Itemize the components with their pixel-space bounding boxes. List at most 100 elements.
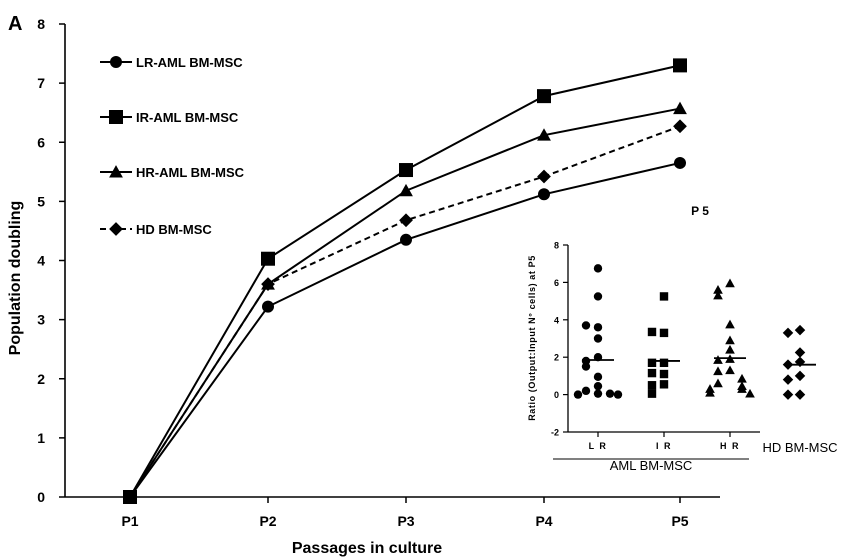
legend-label: LR-AML BM-MSC [136,55,243,70]
inset-x-tick-label: L R [589,441,608,451]
inset-y-tick-label: 6 [554,278,559,288]
main-y-tick-label: 2 [37,371,45,387]
inset-y-axis-label: Ratio (Output:Input N° cells) at P5 [527,255,537,421]
series-4-point [261,277,275,292]
inset-point-1 [593,323,603,332]
main-tick-labels: 0 1 2 3 4 5 6 7 8 P1 P2 P3 P4 P5 [37,16,689,529]
main-y-axis-label: Population doubling [7,201,24,356]
inset-point-3 [713,378,723,388]
inset-point-1 [593,389,603,398]
inset-point-3 [705,387,715,397]
inset-point-2 [647,381,657,390]
legend-marker [109,222,123,236]
inset-point-3 [737,384,747,393]
inset-point-1 [593,381,603,391]
main-x-tick-label: P3 [397,513,414,529]
main-x-tick-label: P4 [535,513,552,529]
inset-point-3 [713,290,723,300]
inset-point-1 [605,389,615,398]
series-2-point [537,89,551,104]
series-3-point [399,183,413,197]
main-x-tick-label: P2 [259,513,276,529]
inset-point-3 [713,285,723,294]
series-4-point [123,490,137,504]
inset-x-tick-label: I R [656,441,672,451]
legend-label: HR-AML BM-MSC [136,165,245,180]
series-3-point [537,128,551,141]
inset-point-4 [782,327,794,339]
series-1-point [674,156,686,169]
main-y-tick-label: 4 [37,253,45,269]
series-4-point [537,169,551,184]
inset-y-tick-label: 4 [554,315,559,325]
inset-y-tick-label: 8 [554,241,559,251]
main-chart: 0 1 2 3 4 5 6 7 8 P1 P2 P3 P4 P5 LR-AML BM-MSC IR-AML … [7,16,720,557]
inset-point-4 [794,370,806,382]
inset-point-1 [573,390,583,399]
main-x-tick-label: P1 [121,513,138,529]
main-series [123,58,687,504]
inset-point-3 [713,355,723,364]
series-2-point [673,58,687,73]
inset-point-3 [713,366,723,376]
inset-point-2 [659,292,669,301]
inset-y-tick-label: -2 [551,428,559,438]
inset-point-4 [782,389,794,400]
main-y-tick-label: 5 [37,193,45,209]
main-y-tick-label: 0 [37,489,45,505]
inset-point-3 [745,388,755,398]
series-4-point [673,119,687,134]
inset-point-1 [581,321,591,330]
main-y-tick-label: 3 [37,312,45,328]
inset-point-1 [593,264,603,273]
inset-point-1 [593,292,603,301]
inset-y-tick-label: 0 [554,390,559,400]
inset-point-4 [794,347,806,358]
inset-point-2 [659,369,669,379]
inset-chart: P 5 Ratio (Output:Input N° cells) at P5 … [527,204,838,473]
inset-group-label: AML BM-MSC [610,458,693,473]
main-y-tick-label: 8 [37,16,45,32]
legend-marker [109,110,123,124]
legend-label: HD BM-MSC [136,222,212,237]
legend-marker [110,56,122,68]
main-axes [59,23,720,503]
inset-point-3 [725,319,735,329]
inset-point-3 [725,335,735,345]
inset-points [573,264,816,400]
inset-point-2 [659,380,669,389]
inset-point-2 [647,327,657,337]
inset-point-3 [725,344,735,354]
inset-point-1 [593,372,603,382]
inset-point-4 [794,324,806,336]
inset-point-4 [782,374,794,385]
inset-point-2 [647,389,657,398]
main-x-axis-label: Passages in culture [292,540,442,557]
inset-point-1 [581,362,591,371]
inset-point-4 [794,389,806,400]
legend-label: IR-AML BM-MSC [136,110,239,125]
inset-y-tick-label: 2 [554,353,559,363]
series-2-point [261,251,275,266]
inset-axes [553,244,760,460]
legend-marker [109,165,123,178]
series-3-point [673,101,687,115]
inset-x-tick-label: H R [720,441,740,451]
inset-point-1 [593,334,603,343]
inset-point-2 [659,328,669,338]
main-legend: LR-AML BM-MSC IR-AML BM-MSC HR-AML BM-MSC H… [100,55,245,237]
panel-label: A [8,13,22,35]
inset-x-tick-label: HD BM-MSC [762,440,837,455]
inset-point-2 [647,358,657,368]
main-y-tick-label: 6 [37,134,45,150]
series-1-point [400,233,412,246]
series-1-point [262,300,274,313]
main-x-tick-label: P5 [671,513,688,529]
series-4-point [399,213,413,228]
inset-point-1 [613,390,623,399]
inset-tick-labels: -2 0 2 4 6 8 L R I R H R HD BM-MSC [551,241,838,456]
inset-point-1 [581,386,591,396]
main-y-tick-label: 1 [37,430,45,446]
inset-point-2 [647,368,657,378]
